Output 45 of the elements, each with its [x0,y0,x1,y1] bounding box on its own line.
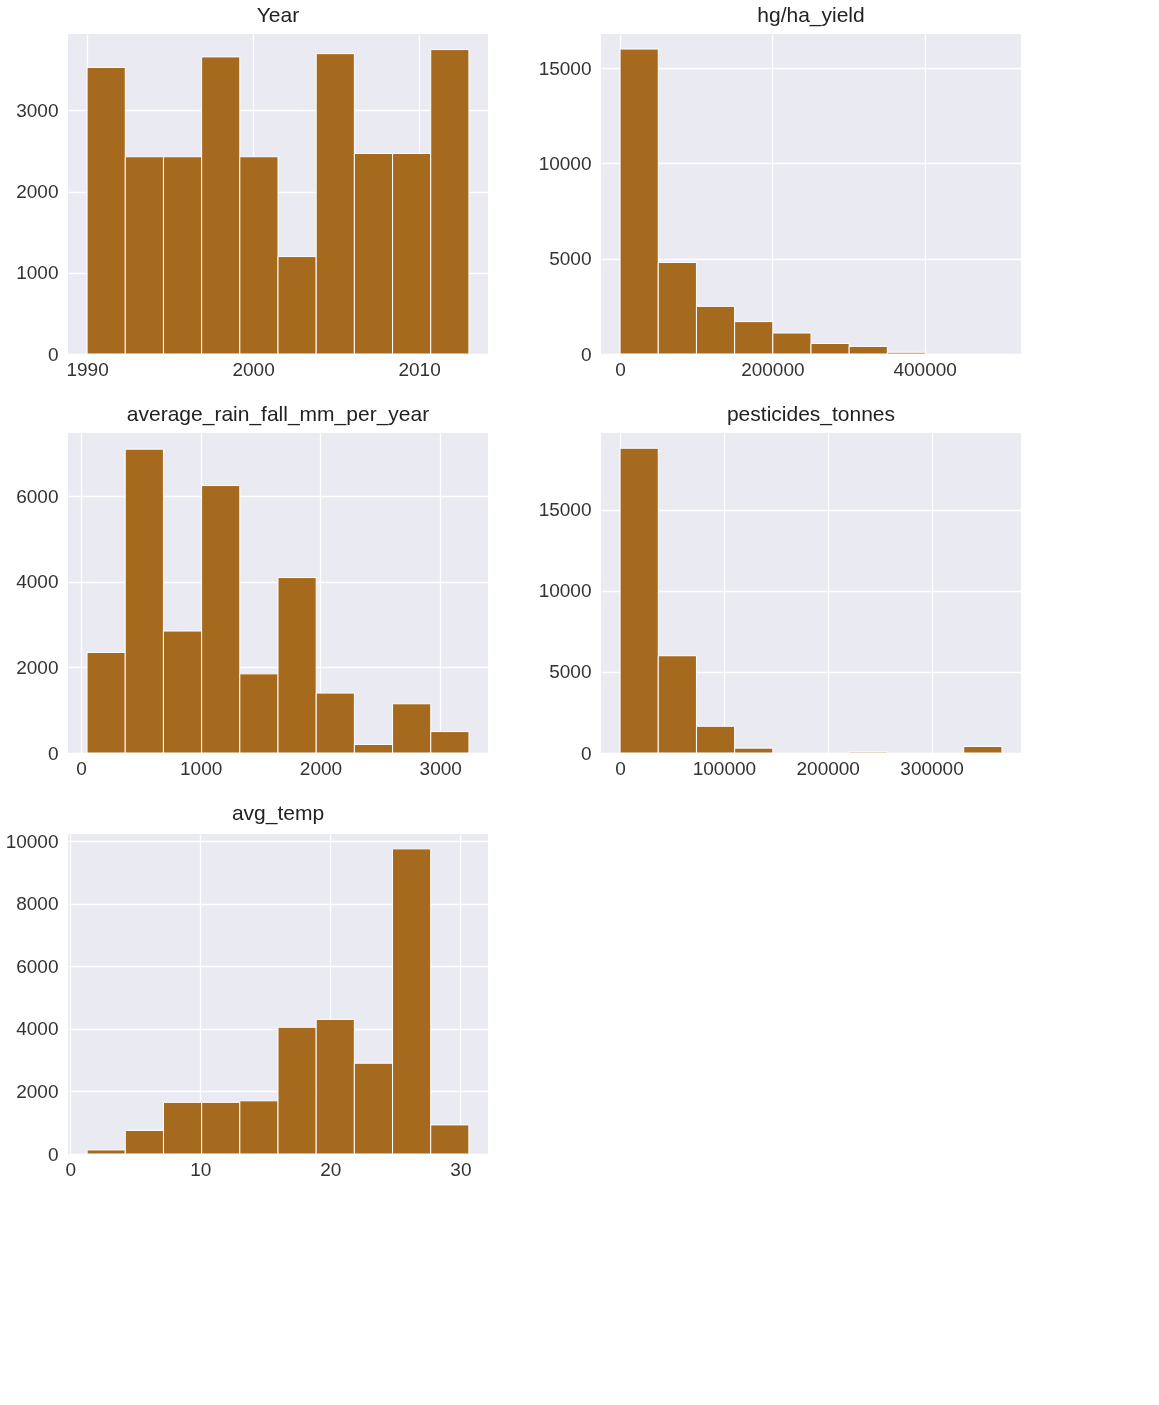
y-tick-label: 3000 [16,99,59,121]
x-tick-label: 200000 [796,757,860,779]
y-tick-label: 8000 [16,893,59,915]
chart-title: avg_temp [231,801,325,826]
x-tick-label: 2000 [299,757,343,779]
x-tick-label: 3000 [419,757,462,779]
x-tick-label: 0 [76,757,87,779]
y-tick-label: 0 [47,343,59,365]
chart-title: average_rain_fall_mm_per_year [126,402,430,426]
chart-title: hg/ha_yield [757,3,865,27]
y-tick-label: 10000 [538,580,592,602]
x-tick-label: 1000 [180,757,223,779]
x-tick-label: 300000 [900,757,964,779]
y-tick-label: 5000 [549,248,592,270]
chart-title: Year [256,3,300,26]
y-tick-label: 4000 [16,1018,59,1040]
x-tick-label: 20 [320,1158,342,1180]
x-tick-label: 10 [190,1158,212,1180]
x-tick-label: 0 [65,1158,76,1180]
x-tick-label: 1990 [66,358,109,380]
y-tick-label: 10000 [5,830,59,852]
y-tick-label: 0 [580,343,592,365]
x-tick-label: 0 [615,757,626,779]
y-tick-label: 2000 [16,656,59,678]
x-tick-label: 30 [450,1158,472,1180]
x-tick-label: 100000 [692,757,757,779]
y-tick-label: 6000 [16,485,59,507]
x-tick-label: 400000 [893,358,957,380]
y-tick-label: 15000 [538,499,592,521]
y-tick-label: 10000 [538,152,592,174]
y-tick-label: 4000 [16,571,59,593]
y-tick-label: 15000 [538,57,592,79]
y-tick-label: 2000 [16,1080,59,1102]
y-tick-label: 2000 [16,181,59,203]
y-tick-label: 1000 [16,262,59,284]
y-tick-label: 6000 [16,955,59,977]
chart-title: pesticides_tonnes [726,402,896,426]
x-tick-label: 0 [615,358,626,380]
x-tick-label: 2010 [398,358,441,380]
y-tick-label: 0 [47,1143,59,1165]
x-tick-label: 2000 [232,358,275,380]
x-tick-label: 200000 [741,358,805,380]
y-tick-label: 0 [580,742,592,764]
y-tick-label: 5000 [549,661,592,683]
y-tick-label: 0 [47,742,59,764]
